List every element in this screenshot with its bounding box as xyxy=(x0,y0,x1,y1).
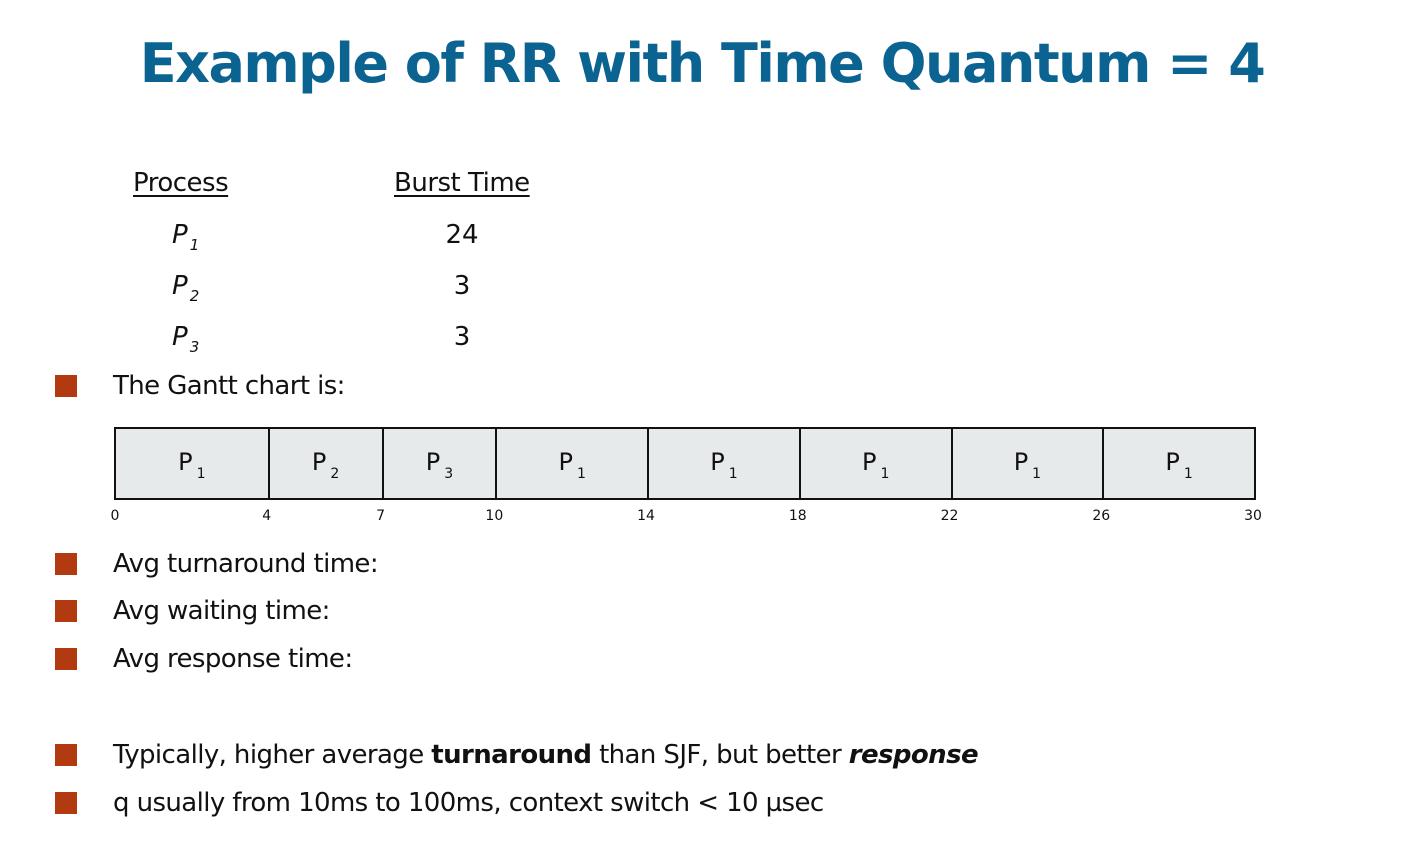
gantt-segment-process-number: 1 xyxy=(728,466,738,482)
bullet-text: Typically, higher average turnaround tha… xyxy=(113,738,979,772)
gantt-segment-process-number: 1 xyxy=(880,466,890,482)
gantt-time-tick: 30 xyxy=(1244,508,1262,524)
response-emphasis: response xyxy=(848,740,979,770)
bullet-text: The Gantt chart is: xyxy=(113,371,345,401)
bullet-square-icon xyxy=(55,792,77,814)
bullet-square-icon xyxy=(55,375,77,397)
gantt-time-tick: 18 xyxy=(788,508,807,524)
gantt-time-tick: 22 xyxy=(940,508,959,524)
gantt-segment-process: P xyxy=(710,448,725,476)
gantt-time-tick: 10 xyxy=(485,508,504,524)
gantt-segment-process-number: 1 xyxy=(196,466,206,482)
burst-time-p2: 3 xyxy=(453,271,471,301)
bullet-text: Avg turnaround time: xyxy=(113,549,379,579)
bullet-text: Avg waiting time: xyxy=(113,596,330,626)
gantt-segment-process: P xyxy=(1165,448,1180,476)
gantt-time-tick: 7 xyxy=(376,508,385,524)
bullet-square-icon xyxy=(55,553,77,575)
gantt-time-tick: 14 xyxy=(637,508,655,524)
bullet-square-icon xyxy=(55,600,77,622)
gantt-segment-process: P xyxy=(1013,448,1029,476)
bullet-text: q usually from 10ms to 100ms, context sw… xyxy=(113,788,824,818)
gantt-segment-process-number: 1 xyxy=(576,466,586,482)
gantt-segment-process-number: 1 xyxy=(1183,466,1193,482)
gantt-time-tick: 4 xyxy=(262,508,272,524)
gantt-segment-process-number: 3 xyxy=(444,466,454,482)
gantt-time-tick: 26 xyxy=(1092,508,1111,524)
process-column-header: Process xyxy=(133,168,229,198)
gantt-segment-process-number: 1 xyxy=(1032,466,1042,482)
gantt-segment-process: P xyxy=(178,448,193,476)
gantt-time-tick: 0 xyxy=(110,508,120,524)
gantt-segment-process: P xyxy=(861,448,877,476)
gantt-segment-process: P xyxy=(558,448,573,476)
burst-time-p3: 3 xyxy=(453,322,471,352)
bullet-square-icon xyxy=(55,648,77,670)
gantt-segment-process: P xyxy=(311,448,327,476)
typically-text-start: Typically, higher average xyxy=(113,740,432,770)
bullet-square-icon xyxy=(55,744,77,766)
bullet-text: Avg response time: xyxy=(113,644,353,674)
burst-time-column-header: Burst Time xyxy=(394,168,530,198)
burst-time-p1: 24 xyxy=(445,220,479,250)
slide-title: Example of RR with Time Quantum = 4 xyxy=(139,32,1266,95)
gantt-segment-process-number: 2 xyxy=(330,466,340,482)
turnaround-emphasis: turnaround xyxy=(431,740,592,770)
typically-text-middle: than SJF, but better xyxy=(591,740,849,770)
gantt-segment-process: P xyxy=(425,448,441,476)
